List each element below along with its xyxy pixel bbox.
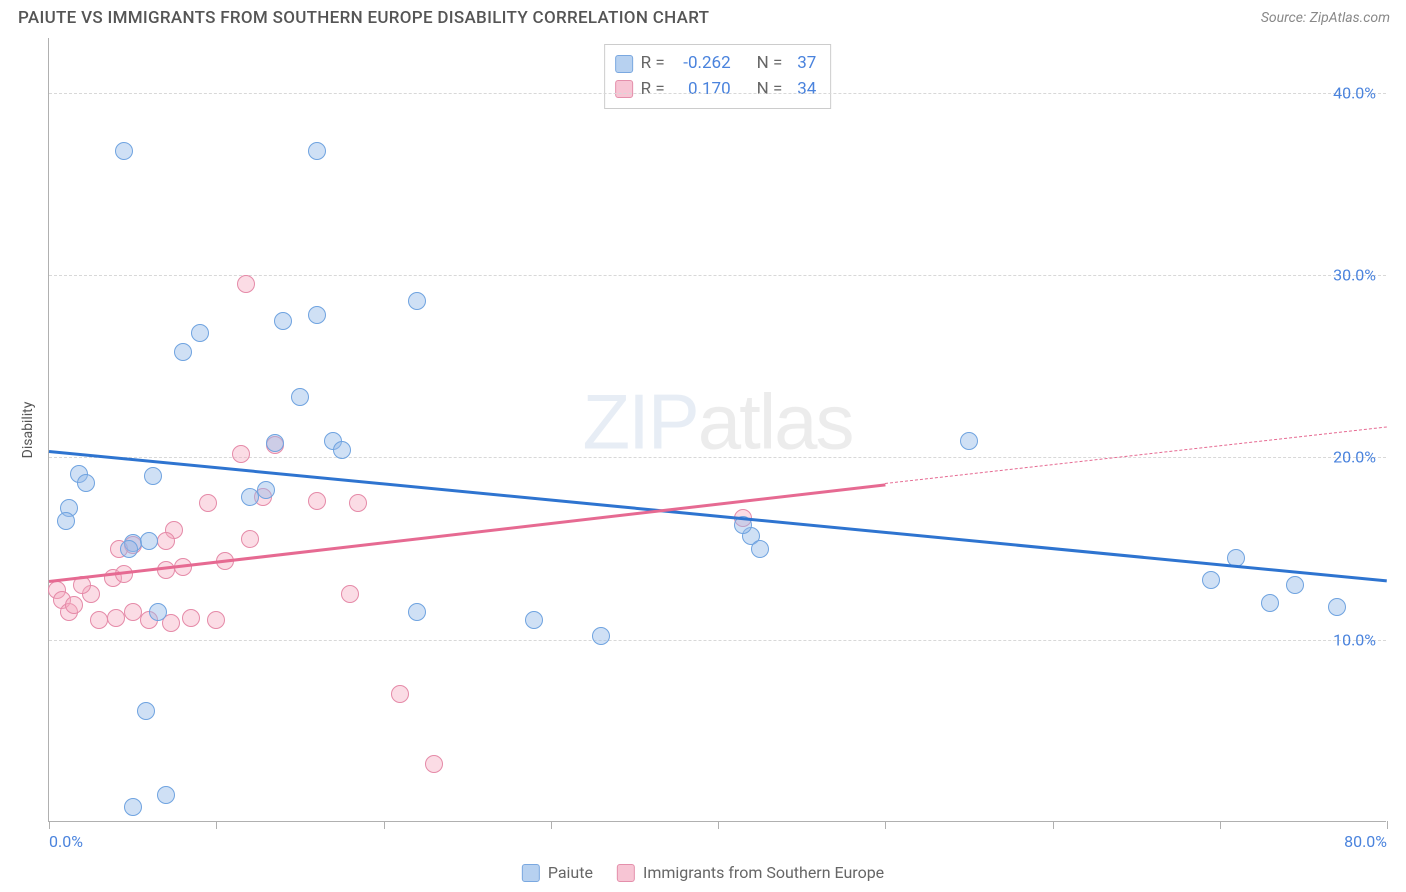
swatch-blue-icon — [615, 55, 633, 73]
swatch-pink-icon — [617, 864, 635, 882]
scatter-point-pink — [107, 609, 125, 627]
stats-r-label: R = — [641, 77, 665, 103]
swatch-blue-icon — [522, 864, 540, 882]
scatter-point-blue — [191, 324, 209, 342]
chart-header: PAIUTE VS IMMIGRANTS FROM SOUTHERN EUROP… — [0, 0, 1406, 38]
x-tick — [1220, 821, 1221, 829]
scatter-point-blue — [1202, 571, 1220, 589]
x-tick — [1053, 821, 1054, 829]
gridline — [49, 93, 1386, 94]
stats-n-value-blue: 37 — [790, 51, 816, 77]
scatter-point-pink — [241, 530, 259, 548]
scatter-point-blue — [120, 540, 138, 558]
scatter-point-pink — [425, 755, 443, 773]
scatter-point-blue — [408, 292, 426, 310]
scatter-point-pink — [341, 585, 359, 603]
scatter-point-blue — [333, 441, 351, 459]
scatter-point-blue — [1328, 598, 1346, 616]
stats-row-pink: R = 0.170 N = 34 — [615, 77, 817, 103]
swatch-pink-icon — [615, 80, 633, 98]
x-tick-label: 80.0% — [1344, 832, 1387, 851]
scatter-point-blue — [274, 312, 292, 330]
chart-container: Disability ZIPatlas R = -0.262 N = 37 R … — [0, 38, 1406, 884]
scatter-point-blue — [115, 142, 133, 160]
chart-source: Source: ZipAtlas.com — [1261, 10, 1390, 26]
x-tick-label: 0.0% — [49, 832, 83, 851]
scatter-point-blue — [57, 512, 75, 530]
scatter-point-pink — [182, 609, 200, 627]
scatter-point-blue — [241, 488, 259, 506]
scatter-point-blue — [137, 702, 155, 720]
scatter-point-blue — [592, 627, 610, 645]
regression-line — [49, 450, 1387, 582]
scatter-point-pink — [232, 445, 250, 463]
y-axis-label: Disability — [20, 402, 36, 459]
legend-label-blue: Paiute — [548, 863, 593, 882]
scatter-point-pink — [65, 596, 83, 614]
stats-n-value-pink: 34 — [790, 77, 816, 103]
scatter-point-pink — [308, 492, 326, 510]
x-tick — [551, 821, 552, 829]
y-tick-label: 40.0% — [1333, 83, 1388, 102]
scatter-point-blue — [1286, 576, 1304, 594]
scatter-point-pink — [157, 561, 175, 579]
stats-legend-box: R = -0.262 N = 37 R = 0.170 N = 34 — [604, 44, 832, 109]
scatter-point-pink — [237, 275, 255, 293]
y-tick-label: 10.0% — [1333, 630, 1388, 649]
scatter-point-blue — [291, 388, 309, 406]
watermark: ZIPatlas — [582, 376, 852, 467]
scatter-point-blue — [1261, 594, 1279, 612]
scatter-point-blue — [157, 786, 175, 804]
x-tick — [885, 821, 886, 829]
scatter-point-blue — [257, 481, 275, 499]
stats-n-label: N = — [757, 77, 783, 103]
chart-title: PAIUTE VS IMMIGRANTS FROM SOUTHERN EUROP… — [18, 8, 709, 28]
scatter-point-blue — [408, 603, 426, 621]
y-tick-label: 30.0% — [1333, 266, 1388, 285]
scatter-point-blue — [174, 343, 192, 361]
scatter-point-blue — [525, 611, 543, 629]
scatter-point-blue — [144, 467, 162, 485]
stats-r-label: R = — [641, 51, 665, 77]
scatter-point-blue — [751, 540, 769, 558]
stats-r-value-blue: -0.262 — [673, 51, 731, 77]
legend-label-pink: Immigrants from Southern Europe — [643, 863, 884, 882]
scatter-point-pink — [349, 494, 367, 512]
x-tick — [49, 821, 50, 829]
legend-item-blue: Paiute — [522, 863, 593, 882]
x-tick — [216, 821, 217, 829]
scatter-point-pink — [207, 611, 225, 629]
scatter-point-pink — [124, 603, 142, 621]
scatter-point-blue — [308, 142, 326, 160]
scatter-point-blue — [149, 603, 167, 621]
scatter-point-pink — [391, 685, 409, 703]
legend-item-pink: Immigrants from Southern Europe — [617, 863, 884, 882]
stats-row-blue: R = -0.262 N = 37 — [615, 51, 817, 77]
scatter-point-pink — [199, 494, 217, 512]
scatter-point-blue — [266, 434, 284, 452]
stats-r-value-pink: 0.170 — [673, 77, 731, 103]
scatter-point-blue — [960, 432, 978, 450]
y-tick-label: 20.0% — [1333, 448, 1388, 467]
x-tick — [718, 821, 719, 829]
gridline — [49, 640, 1386, 641]
bottom-legend: Paiute Immigrants from Southern Europe — [522, 863, 884, 882]
scatter-point-blue — [124, 798, 142, 816]
plot-area: ZIPatlas R = -0.262 N = 37 R = 0.170 N =… — [48, 38, 1386, 822]
scatter-point-blue — [140, 532, 158, 550]
scatter-point-pink — [90, 611, 108, 629]
scatter-point-blue — [308, 306, 326, 324]
scatter-point-pink — [157, 532, 175, 550]
stats-n-label: N = — [757, 51, 783, 77]
x-tick — [1387, 821, 1388, 829]
x-tick — [384, 821, 385, 829]
gridline — [49, 457, 1386, 458]
scatter-point-blue — [77, 474, 95, 492]
